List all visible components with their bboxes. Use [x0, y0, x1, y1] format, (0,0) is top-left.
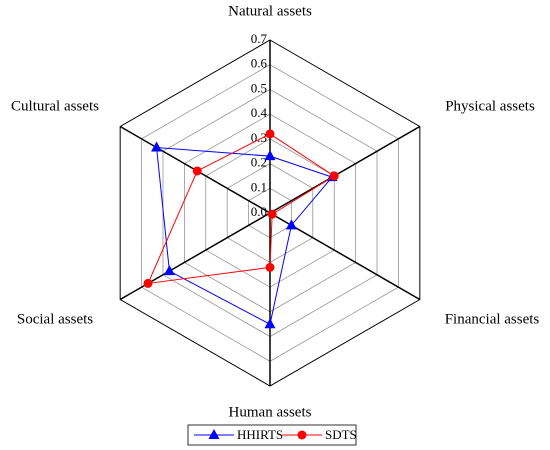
marker — [267, 209, 277, 219]
legend-box — [187, 424, 357, 446]
r-tick-label: 0.5 — [251, 80, 267, 95]
r-tick-label: 0.1 — [251, 179, 267, 194]
category-label: Physical assets — [445, 98, 535, 114]
marker — [265, 129, 275, 139]
r-tick-label: 0.6 — [251, 56, 268, 71]
legend-label: SDTS — [325, 427, 357, 442]
legend-marker — [297, 430, 307, 440]
series-line — [156, 146, 333, 325]
category-label: Cultural assets — [11, 98, 99, 114]
axis-line — [269, 125, 421, 214]
marker — [192, 166, 202, 176]
marker — [163, 265, 175, 276]
marker — [264, 150, 276, 161]
marker — [264, 318, 276, 329]
legend-marker — [208, 429, 220, 439]
marker — [285, 219, 297, 230]
marker — [329, 171, 339, 181]
r-tick-label: 0.2 — [251, 155, 267, 170]
marker — [143, 278, 153, 288]
category-label: Financial assets — [445, 311, 540, 327]
r-tick-label: 0.4 — [251, 105, 268, 120]
category-label: Human assets — [229, 404, 312, 420]
legend-label: HHIRTS — [237, 427, 283, 442]
axis-line — [119, 212, 271, 301]
marker — [265, 262, 275, 272]
r-tick-label: 0.7 — [251, 31, 268, 46]
r-tick-label: 0.0 — [251, 204, 267, 219]
series-line — [147, 133, 336, 285]
legend: HHIRTS SDTS — [187, 424, 357, 446]
marker — [151, 141, 163, 152]
category-label: Social assets — [17, 311, 93, 327]
category-label: Natural assets — [228, 3, 312, 19]
